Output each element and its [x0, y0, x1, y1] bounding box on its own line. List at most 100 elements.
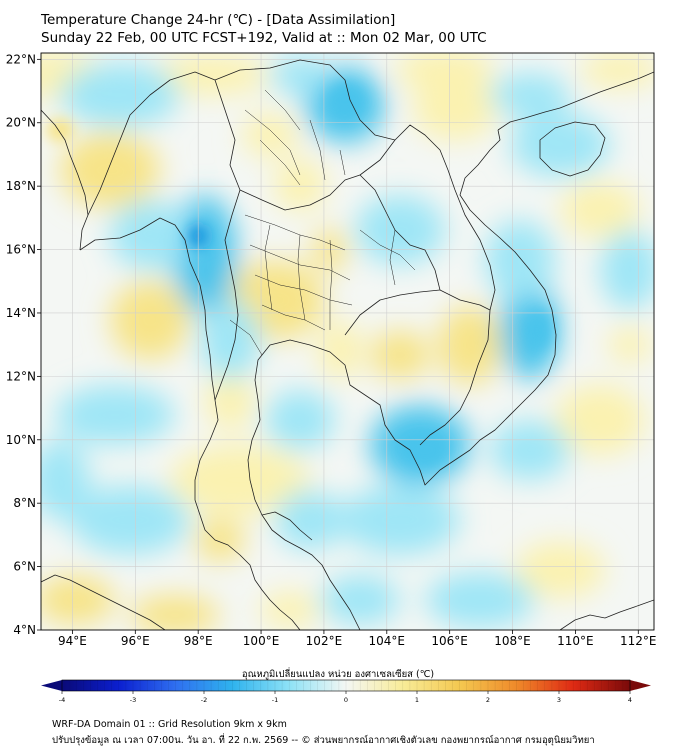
cool-patch: [70, 485, 190, 555]
warm-patch: [170, 445, 310, 515]
coastline-gulf-of-thailand: [254, 339, 506, 486]
warm-patch: [195, 518, 245, 562]
footer-credit: ปรับปรุงข้อมูล ณ เวลา 07:00น. วัน อา. ที…: [52, 735, 595, 746]
warm-patch: [110, 280, 190, 360]
warm-patch: [580, 53, 654, 88]
colorbar-ticks: -4 -3 -2 -1 0 1 2 3 4: [59, 691, 632, 704]
lon-tick-label: 100°E: [243, 634, 280, 648]
province-lines: [229, 89, 416, 356]
latitude-ticks: 22°N 20°N 18°N 16°N 14°N 12°N 10°N 8°N 6°N 4°N: [6, 52, 41, 637]
colorbar-tick-label: -2: [201, 696, 207, 704]
cool-patch: [425, 572, 535, 628]
border-myanmar-india: [87, 71, 216, 216]
colorbar-cells: [68, 680, 624, 691]
coastline-sumatra: [41, 574, 166, 630]
coastline-borneo: [559, 599, 654, 630]
lat-tick-label: 12°N: [6, 369, 36, 383]
lon-tick-label: 108°E: [494, 634, 531, 648]
colorbar-tick-label: -4: [59, 696, 65, 704]
boundaries: [41, 59, 654, 630]
coastline-south-china: [497, 71, 654, 131]
border-thailand-cambodia: [344, 289, 441, 336]
coastline-vietnam: [459, 129, 557, 421]
coastline-andaman: [79, 217, 301, 630]
lat-tick-label: 10°N: [6, 433, 36, 447]
warm-patch: [242, 113, 298, 157]
cool-patch: [60, 63, 180, 127]
border-malaysia-thailand: [261, 511, 313, 541]
colorbar-tick-label: 1: [415, 696, 419, 704]
colorbar: -4 -3 -2 -1 0 1 2 3 4: [41, 679, 651, 704]
coastline-bay-of-bengal: [41, 109, 89, 251]
lon-tick-label: 98°E: [184, 634, 213, 648]
longitude-ticks: 94°E 96°E 98°E 100°E 102°E 104°E 106°E 108°E 110…: [58, 630, 657, 648]
warm-patch: [370, 330, 430, 380]
warm-patch: [150, 55, 270, 95]
cool-patch: [510, 113, 610, 177]
colorbar-extend-high: [630, 680, 651, 691]
cool-patch: [355, 195, 445, 265]
warm-patch: [130, 595, 220, 630]
border-myanmar-thailand: [214, 79, 241, 401]
map-area: [41, 53, 654, 630]
colorbar-tick-label: 0: [344, 696, 348, 704]
colorbar-tick-label: 2: [486, 696, 490, 704]
graticule: [41, 53, 654, 630]
lon-tick-label: 96°E: [121, 634, 150, 648]
warm-patch: [260, 592, 320, 628]
cool-core: [327, 84, 363, 116]
coastline-peninsula-east: [247, 419, 361, 630]
border-china-north: [214, 59, 396, 141]
lon-tick-label: 102°E: [306, 634, 343, 648]
cool-patch: [110, 200, 190, 270]
map-subtitle: Sunday 22 Feb, 00 UTC FCST+192, Valid at…: [41, 30, 487, 46]
lon-tick-label: 104°E: [369, 634, 406, 648]
map-title: Temperature Change 24-hr (℃) - [Data Ass…: [41, 12, 396, 28]
cool-patch: [265, 390, 335, 450]
lat-tick-label: 20°N: [6, 116, 36, 130]
lat-tick-label: 16°N: [6, 243, 36, 257]
lon-tick-label: 106°E: [431, 634, 468, 648]
border-cambodia-vietnam: [419, 289, 491, 446]
warm-patch: [560, 182, 640, 238]
cool-patch: [41, 440, 90, 520]
colorbar-tick-label: 3: [557, 696, 561, 704]
cool-patch: [485, 220, 555, 300]
cool-patch: [320, 575, 400, 625]
warm-core: [46, 118, 74, 142]
lon-tick-label: 112°E: [620, 634, 657, 648]
temperature-field: [41, 53, 654, 630]
cool-patch: [490, 73, 570, 117]
lat-tick-label: 14°N: [6, 306, 36, 320]
warm-patch: [318, 320, 362, 380]
warm-patch: [515, 542, 605, 598]
lon-tick-label: 110°E: [557, 634, 594, 648]
colorbar-tick-label: -3: [130, 696, 136, 704]
map-frame: [40, 52, 655, 631]
lon-tick-label: 94°E: [58, 634, 87, 648]
warm-patch: [438, 305, 502, 385]
cool-core: [403, 436, 447, 464]
colorbar-gradient: [62, 680, 630, 691]
border-thailand-laos: [239, 174, 441, 291]
lat-tick-label: 22°N: [6, 52, 36, 66]
cool-patch: [270, 55, 330, 95]
cool-patch: [275, 490, 345, 550]
warm-patch: [608, 327, 652, 363]
cool-patch: [490, 420, 570, 480]
warm-patch: [413, 80, 497, 140]
hainan-island: [539, 121, 606, 177]
warm-patch: [60, 132, 160, 208]
colorbar-tick-label: -1: [272, 696, 278, 704]
colorbar-extend-low: [41, 680, 62, 691]
lat-tick-label: 8°N: [13, 496, 36, 510]
cool-patch: [173, 195, 237, 315]
warm-patch: [555, 385, 645, 455]
warm-patch: [41, 575, 115, 625]
cool-patch: [200, 300, 260, 380]
cool-patch: [55, 385, 175, 445]
lat-tick-label: 6°N: [13, 560, 36, 574]
colorbar-tick-label: 4: [628, 696, 632, 704]
lat-tick-label: 4°N: [13, 623, 36, 637]
